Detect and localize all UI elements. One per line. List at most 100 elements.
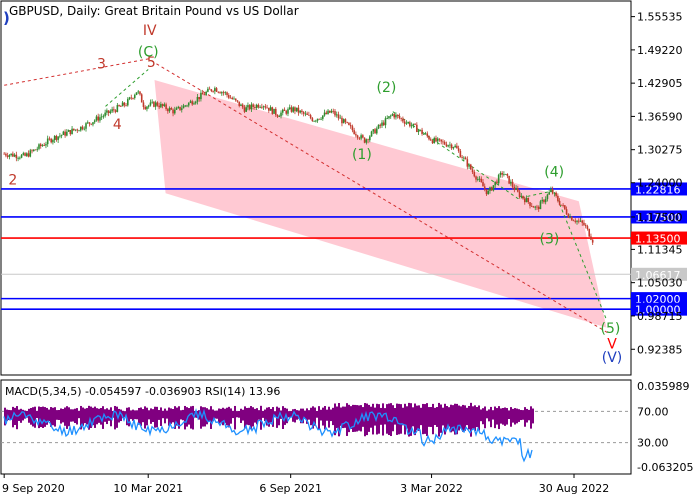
macd-bar bbox=[350, 406, 352, 430]
macd-bar bbox=[406, 406, 408, 429]
candle-body bbox=[226, 92, 228, 96]
candle-body bbox=[121, 102, 124, 107]
macd-bar bbox=[90, 406, 92, 428]
price-tick-label: 1.17500 bbox=[637, 211, 683, 224]
candle-body bbox=[482, 182, 484, 187]
macd-bar bbox=[60, 408, 62, 424]
candle-body bbox=[445, 144, 448, 147]
macd-bar bbox=[78, 410, 80, 419]
candle-body bbox=[574, 220, 577, 222]
candle-body bbox=[523, 198, 526, 203]
macd-bar bbox=[222, 407, 224, 426]
candle-body bbox=[15, 154, 18, 159]
candle-body bbox=[269, 107, 272, 111]
candle-body bbox=[39, 144, 42, 147]
candle-body bbox=[5, 153, 7, 156]
wave-label: IV bbox=[143, 23, 157, 39]
price-tick-label: 1.24000 bbox=[637, 177, 683, 190]
macd-bar bbox=[246, 407, 248, 425]
macd-bar bbox=[394, 408, 396, 425]
macd-bar bbox=[372, 403, 374, 435]
candle-body bbox=[527, 197, 530, 203]
macd-bar bbox=[220, 408, 222, 423]
candle-body bbox=[294, 107, 296, 112]
candle-body bbox=[471, 169, 474, 173]
trend-channel bbox=[154, 80, 607, 328]
candle-body bbox=[396, 114, 399, 116]
candle-body bbox=[133, 94, 136, 99]
candle-body bbox=[191, 101, 194, 105]
macd-bar bbox=[474, 405, 476, 431]
macd-bar bbox=[84, 408, 86, 424]
candle-body bbox=[128, 97, 131, 100]
candle-body bbox=[175, 108, 178, 110]
candle-body bbox=[557, 195, 559, 201]
candle-body bbox=[156, 102, 159, 106]
candle-body bbox=[125, 105, 127, 107]
candle-body bbox=[309, 115, 312, 119]
macd-bar bbox=[10, 410, 12, 420]
candle-body bbox=[492, 185, 495, 191]
macd-bar bbox=[80, 405, 82, 430]
price-tick-label: 0.98715 bbox=[637, 310, 683, 323]
macd-bar bbox=[402, 407, 404, 426]
macd-bar bbox=[344, 406, 346, 428]
macd-bar bbox=[212, 409, 214, 422]
candle-body bbox=[151, 101, 153, 103]
macd-bar bbox=[190, 406, 192, 429]
candle-body bbox=[548, 192, 550, 195]
candle-body bbox=[530, 205, 533, 207]
level-tag bbox=[631, 182, 687, 196]
macd-bar bbox=[54, 407, 56, 427]
candle-body bbox=[113, 109, 115, 111]
candle-body bbox=[214, 88, 216, 92]
macd-bar bbox=[260, 405, 262, 430]
candle-body bbox=[384, 118, 387, 126]
macd-bar bbox=[138, 407, 140, 425]
candle-body bbox=[464, 157, 467, 160]
candle-body bbox=[363, 137, 366, 143]
candle-body bbox=[153, 101, 155, 107]
indicator-panel[interactable] bbox=[0, 379, 632, 475]
candle-body bbox=[85, 123, 87, 129]
candle-body bbox=[476, 179, 479, 180]
candle-body bbox=[144, 106, 147, 110]
macd-bar bbox=[416, 405, 418, 431]
candle-body bbox=[328, 110, 331, 113]
macd-bar bbox=[58, 410, 60, 420]
macd-bar bbox=[290, 411, 292, 418]
macd-bar bbox=[56, 410, 58, 420]
candle-body bbox=[109, 111, 112, 114]
candle-body bbox=[142, 102, 145, 107]
macd-bar bbox=[462, 404, 464, 432]
candle-body bbox=[205, 91, 207, 95]
candle-body bbox=[525, 197, 528, 203]
candle-body bbox=[301, 110, 303, 112]
macd-bar bbox=[464, 405, 466, 431]
candle-body bbox=[443, 141, 446, 145]
candle-body bbox=[496, 181, 498, 184]
candle-body bbox=[584, 224, 587, 227]
candle-body bbox=[421, 129, 423, 135]
candle-body bbox=[295, 107, 298, 112]
candle-body bbox=[116, 105, 119, 112]
candle-body bbox=[22, 153, 25, 155]
candle-body bbox=[320, 118, 322, 120]
candle-body bbox=[130, 97, 133, 99]
candle-body bbox=[208, 88, 211, 90]
candle-body bbox=[163, 104, 166, 106]
corner-mark: ) bbox=[3, 9, 10, 27]
macd-bar bbox=[428, 407, 430, 427]
candle-body bbox=[414, 123, 416, 125]
candle-body bbox=[386, 118, 389, 120]
candle-body bbox=[118, 105, 120, 107]
candle-body bbox=[544, 199, 547, 203]
macd-bar bbox=[434, 407, 436, 426]
candle-body bbox=[234, 98, 237, 101]
macd-bar bbox=[128, 407, 130, 427]
wave-label: (2) bbox=[377, 80, 397, 96]
candle-body bbox=[240, 104, 242, 106]
candle-body bbox=[174, 109, 176, 114]
candle-body bbox=[187, 102, 190, 106]
